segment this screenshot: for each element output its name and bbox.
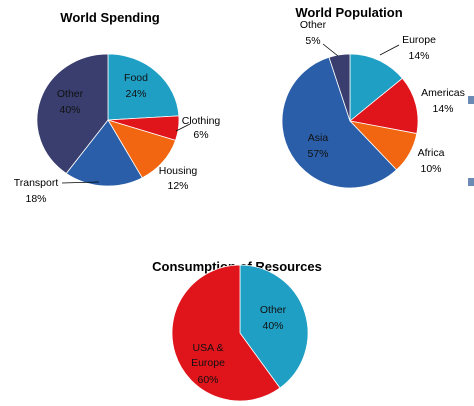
- slice-value-africa: 10%: [420, 163, 441, 175]
- slice-value-other: 5%: [305, 35, 320, 47]
- slice-europe: [349, 53, 403, 122]
- slice-value-americas: 14%: [432, 103, 453, 115]
- slice-label-clothing: Clothing: [182, 115, 221, 127]
- leader-line-other: [322, 43, 339, 57]
- slice-value-other: 40%: [59, 104, 80, 116]
- slice-transport: [65, 119, 143, 187]
- leader-line-europe: [379, 44, 400, 56]
- slice-label-other: Other: [260, 304, 287, 316]
- slice-value-europe: 14%: [408, 50, 429, 62]
- slice-label-usa-europe: USA & Europe: [191, 342, 225, 369]
- slice-label-food: Food: [124, 72, 148, 84]
- slice-food: [107, 53, 180, 121]
- world-population-chart: World Population Europe 14% Americas 14% Afr…: [281, 5, 465, 189]
- slice-americas: [349, 77, 419, 135]
- slice-value-asia: 57%: [307, 148, 328, 160]
- world-population-title: World Population: [295, 5, 402, 20]
- slice-label-asia: Asia: [308, 132, 329, 144]
- slice-other: [239, 264, 309, 389]
- leader-line-transport: [61, 181, 100, 184]
- slice-value-clothing: 6%: [193, 129, 208, 141]
- slice-label-other: Other: [57, 88, 84, 100]
- slice-value-other: 40%: [262, 320, 283, 332]
- slice-asia: [281, 56, 398, 189]
- slice-label-americas: Americas: [421, 87, 465, 99]
- world-spending-chart: World Spending Food 24% Clothing 6% Housing 1…: [14, 10, 221, 205]
- world-spending-title: World Spending: [60, 10, 159, 25]
- slice-usa-europe: [171, 264, 281, 402]
- edge-mark: [468, 178, 474, 186]
- slice-label-housing: Housing: [159, 165, 198, 177]
- slice-value-usa-europe: 60%: [197, 374, 218, 386]
- slice-value-food: 24%: [125, 88, 146, 100]
- leader-line-clothing: [175, 123, 191, 132]
- slice-label-transport: Transport: [14, 177, 59, 189]
- slice-other: [36, 53, 109, 174]
- slice-other: [328, 53, 351, 122]
- slice-value-housing: 12%: [167, 180, 188, 192]
- edge-mark: [468, 96, 474, 104]
- slice-label-other: Other: [300, 19, 327, 31]
- slice-label-africa: Africa: [418, 147, 445, 159]
- slice-label-europe: Europe: [402, 34, 436, 46]
- slice-value-transport: 18%: [25, 193, 46, 205]
